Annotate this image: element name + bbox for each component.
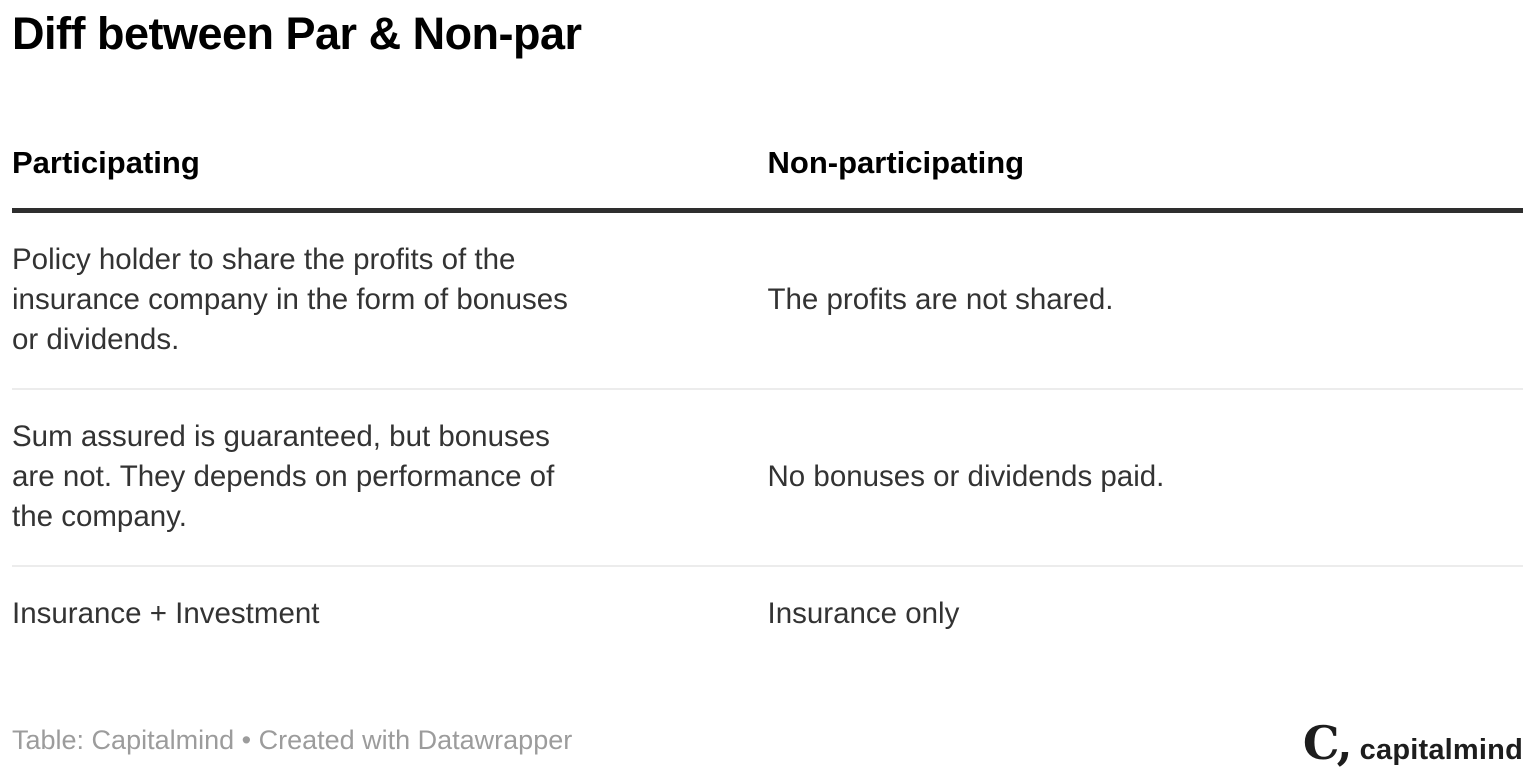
capitalmind-logo-icon: C,	[1302, 716, 1353, 769]
cell-nonparticipating-guarantee: No bonuses or dividends paid.	[767, 388, 1523, 566]
cell-nonparticipating-type: Insurance only	[767, 565, 1523, 662]
cell-nonparticipating-profits: The profits are not shared.	[767, 283, 1114, 316]
table-row: Sum assured is guaranteed, but bonuses a…	[12, 388, 1523, 566]
column-header-participating: Participating	[12, 144, 768, 213]
capitalmind-logo-text: capitalmind	[1359, 734, 1523, 766]
header-row: Participating Non-participating	[12, 144, 1523, 213]
table-row: Insurance + Investment Insurance only	[12, 565, 1523, 662]
cell-participating-guarantee: Sum assured is guaranteed, but bonuses a…	[12, 388, 768, 566]
cell-participating-profits: Policy holder to share the profits of th…	[12, 243, 568, 356]
table-row: Policy holder to share the profits of th…	[12, 211, 1523, 390]
comparison-table: Participating Non-participating Policy h…	[12, 144, 1523, 662]
attribution-text: Table: Capitalmind • Created with Datawr…	[12, 725, 573, 755]
chart-footer: Table: Capitalmind • Created with Datawr…	[12, 710, 1523, 766]
cell-participating-type: Insurance + Investment	[12, 565, 768, 662]
column-header-non-participating: Non-participating	[767, 144, 1523, 213]
capitalmind-logo: C, capitalmind	[1303, 720, 1523, 767]
table-body: Policy holder to share the profits of th…	[12, 211, 1523, 662]
table-header: Participating Non-participating	[12, 144, 1523, 213]
chart-title: Diff between Par & Non-par	[12, 8, 582, 59]
